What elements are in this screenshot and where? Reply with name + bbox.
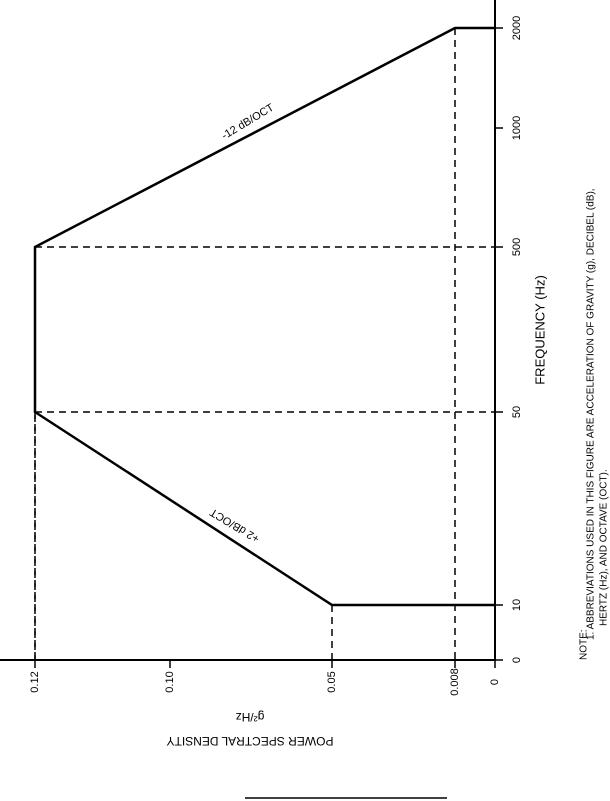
y-tick-label: 0.10 (164, 671, 176, 692)
x-tick-label: 0 (511, 657, 523, 663)
x-tick-label: 500 (511, 238, 523, 256)
y-tick-label: 0.12 (29, 671, 41, 692)
y-axis-label: POWER SPECTRAL DENSITY (167, 734, 334, 748)
x-tick-label: 10 (511, 599, 523, 611)
y-tick-label: 0 (489, 679, 501, 685)
note-line: HERTZ (Hz), AND OCTAVE (OCT). (599, 469, 610, 626)
x-tick-label: 50 (511, 406, 523, 418)
y-tick-label: 0.008 (449, 668, 461, 696)
psd-profile (33, 26, 495, 607)
slope-annotation: +2 dB/OCT (208, 506, 262, 545)
x-tick-label: 1000 (511, 116, 523, 140)
x-tick-label: 2000 (511, 16, 523, 40)
x-axis-label: FREQUENCY (Hz) (532, 275, 547, 385)
note-line: 1. ABBREVIATIONS USED IN THIS FIGURE ARE… (586, 188, 597, 640)
note-title: NOTE: (579, 629, 590, 660)
y-tick-label: 0.05 (326, 671, 338, 692)
y-axis-unit: g²/Hz (236, 710, 265, 724)
